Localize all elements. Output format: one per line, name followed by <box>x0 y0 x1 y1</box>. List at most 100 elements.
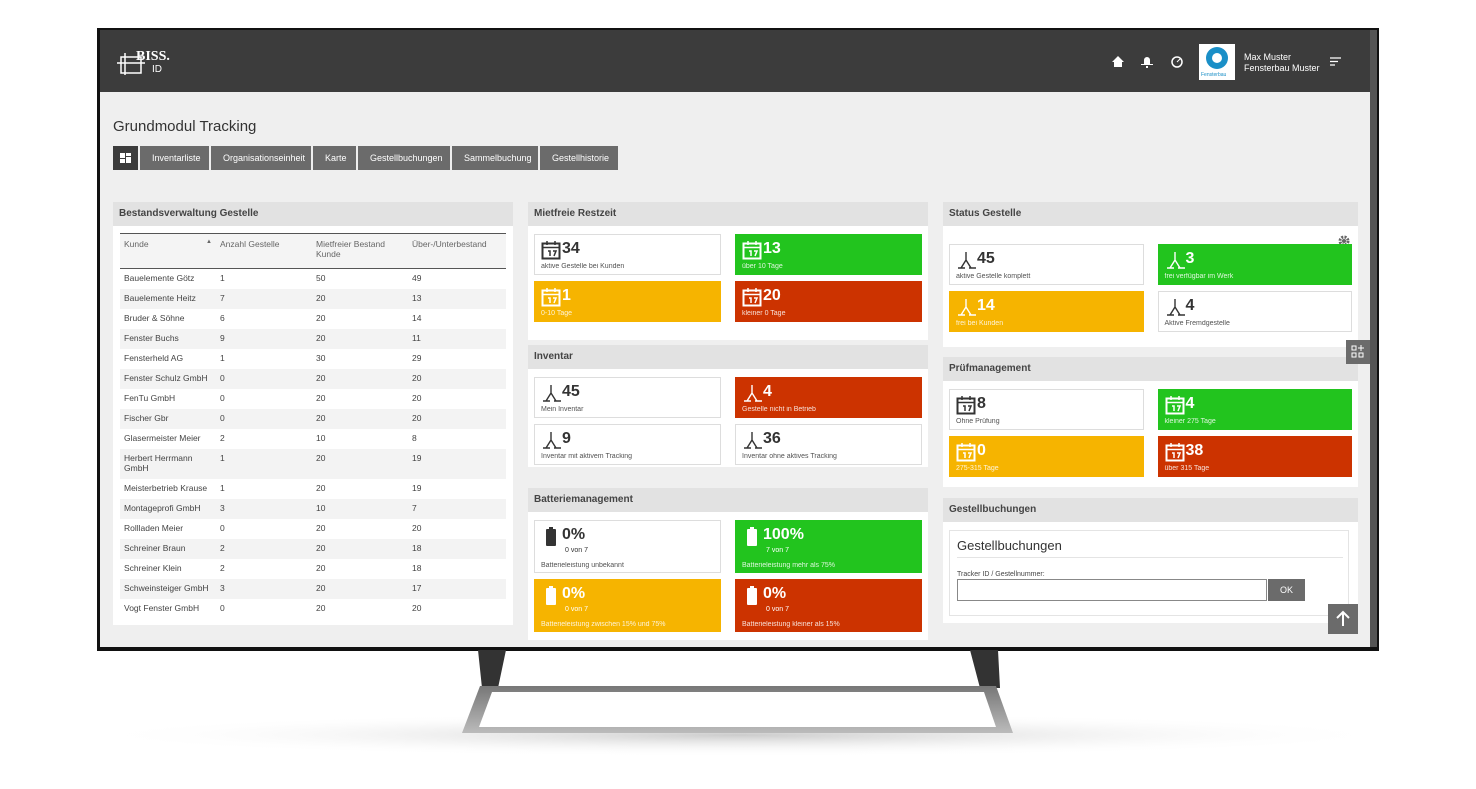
tile-label: 0-10 Tage <box>541 310 573 317</box>
tile: 0% 0 von 7 Batterieleistung zwischen 15% u… <box>534 579 721 632</box>
tile-label: Batterieleistung zwischen 15% und 75% <box>541 621 666 628</box>
table-cell: 0 <box>220 603 225 613</box>
table-row: Bauelemente Heitz 7 20 13 <box>120 289 506 309</box>
table-cell: Fenster Schulz GmbH <box>120 369 216 389</box>
table-cell: Fischer Gbr <box>120 409 216 429</box>
tile-value: 20 <box>763 287 781 304</box>
tile-value: 100% <box>763 526 804 543</box>
tab[interactable]: Sammelbuchung <box>452 146 538 170</box>
tracker-input[interactable] <box>957 579 1267 601</box>
screen: BISS. ID Fensterbau Max Muster Fensterba… <box>100 30 1370 647</box>
table-cell: 11 <box>408 329 506 349</box>
dashboard-button[interactable] <box>113 146 138 170</box>
tile: 36 Inventar ohne aktives Tracking <box>735 424 922 465</box>
tile: 100% 7 von 7 Batterieleistung mehr als 75% <box>735 520 922 573</box>
column-header[interactable]: Anzahl Gestelle <box>216 233 312 269</box>
table-cell: 0 <box>216 409 312 429</box>
gear-icon <box>1338 235 1350 247</box>
tile-value: 45 <box>977 250 995 267</box>
panel-title: Prüfmanagement <box>943 357 1358 381</box>
tile-label: über 315 Tage <box>1164 465 1210 472</box>
table-cell: Bauelemente Götz <box>124 273 195 283</box>
table-row: Fensterheld AG 1 30 29 <box>120 349 506 369</box>
table-row: Rollladen Meier 0 20 20 <box>120 519 506 539</box>
calendar-icon <box>742 288 762 307</box>
booking-box: Gestellbuchungen Tracker ID / Gestellnumm… <box>949 530 1349 616</box>
tile-label: frei verfügbar im Werk <box>1164 273 1234 280</box>
tile-value: 38 <box>1185 442 1204 459</box>
tile-grid: 0% 0 von 7 Batterieleistung unbekannt 100% 7… <box>528 512 928 640</box>
stand-hole <box>479 692 996 727</box>
table-cell: 20 <box>312 579 408 599</box>
table-cell: 17 <box>408 579 506 599</box>
tile-grid: 8 Ohne Prüfung 4 kleiner 275 Tage 0 275-315 T… <box>943 381 1358 485</box>
table-cell: 10 <box>312 499 408 519</box>
arrow-up-icon <box>1336 610 1350 626</box>
table-cell: Glasermeister Meier <box>124 433 201 443</box>
table-cell: 18 <box>412 563 422 573</box>
scrollbar <box>1370 30 1377 647</box>
table-cell: 20 <box>312 539 408 559</box>
tile-label: aktive Gestelle bei Kunden <box>541 263 625 270</box>
table-row: Fischer Gbr 0 20 20 <box>120 409 506 429</box>
column-header[interactable]: Mietfreier Bestand Kunde <box>312 233 408 269</box>
tile: 4 Aktive Fremdgestelle <box>1157 291 1352 332</box>
table-cell: Fensterheld AG <box>124 353 184 363</box>
tab[interactable]: Gestellhistorie <box>540 146 618 170</box>
top-bar: BISS. ID Fensterbau Max Muster Fensterba… <box>100 30 1370 92</box>
table-cell: 14 <box>412 313 422 323</box>
tab[interactable]: Inventarliste <box>140 146 209 170</box>
battery-icon <box>546 586 556 605</box>
table-cell: 7 <box>408 499 506 519</box>
tile-label: über 10 Tage <box>742 263 783 270</box>
table-cell: 2 <box>220 433 225 443</box>
table-cell: Schweinsteiger GmbH <box>120 579 216 599</box>
tile-label: aktive Gestelle komplett <box>956 273 1031 280</box>
tab[interactable]: Karte <box>313 146 356 170</box>
menu-icon[interactable] <box>1330 57 1342 67</box>
booking-heading: Gestellbuchungen <box>957 538 1343 558</box>
panel-buchung: Gestellbuchungen Gestellbuchungen Tracker … <box>943 498 1358 623</box>
page-title: Grundmodul Tracking <box>113 118 257 135</box>
ok-button[interactable]: OK <box>1268 579 1305 601</box>
table-cell: 10 <box>316 433 326 443</box>
tile: 1 0-10 Tage <box>534 281 721 322</box>
table-cell: 3 <box>216 579 312 599</box>
inventory-table: Kunde ▲ Anzahl Gestelle Mietfreier Bestand … <box>120 233 506 619</box>
panel-title: Inventar <box>528 345 928 369</box>
tile-label: kleiner 0 Tage <box>742 310 786 317</box>
table-cell: 1 <box>220 353 225 363</box>
panel-title: Status Gestelle <box>943 202 1358 226</box>
table-cell: Bauelemente Heitz <box>120 289 216 309</box>
nav-icons[interactable] <box>1112 55 1192 69</box>
tile-value: 8 <box>977 395 986 412</box>
scroll-top-button[interactable] <box>1328 604 1358 634</box>
rack-icon <box>543 385 561 402</box>
table-cell: 20 <box>316 563 326 573</box>
tab[interactable]: Organisationseinheit <box>211 146 311 170</box>
tile-value: 4 <box>1185 395 1195 412</box>
table-cell: 20 <box>316 483 326 493</box>
panel-batterie: Batteriemanagement 0% 0 von 7 Batterieleist… <box>528 488 928 640</box>
sort-arrow[interactable]: ▲ <box>206 239 212 245</box>
tile-sub: 0 von 7 <box>565 547 588 554</box>
table-row: Bruder & Söhne 6 20 14 <box>120 309 506 329</box>
column-header[interactable]: Über-/Unterbestand <box>408 233 506 269</box>
rack-icon <box>958 299 976 316</box>
tile-sub: 0 von 7 <box>766 606 789 613</box>
table-cell: Herbert Herrmann GmbH <box>120 449 216 479</box>
avatar[interactable]: Fensterbau <box>1199 44 1235 80</box>
table-cell: 1 <box>216 449 312 479</box>
side-widget-button[interactable] <box>1346 340 1370 364</box>
table-cell: 18 <box>408 539 506 559</box>
avatar-label: Fensterbau <box>1201 72 1227 78</box>
tile-value: 4 <box>763 383 772 400</box>
table-row: Schweinsteiger GmbH 3 20 17 <box>120 579 506 599</box>
column-header[interactable]: Kunde ▲ <box>120 233 216 269</box>
tile-label: kleiner 275 Tage <box>1164 418 1216 425</box>
calendar-icon <box>742 241 762 260</box>
settings-icon[interactable] <box>1338 234 1350 252</box>
header-row: Kunde ▲ Anzahl Gestelle Mietfreier Bestand … <box>120 233 506 269</box>
panel-title: Bestandsverwaltung Gestelle <box>113 202 513 226</box>
tab[interactable]: Gestellbuchungen <box>358 146 450 170</box>
